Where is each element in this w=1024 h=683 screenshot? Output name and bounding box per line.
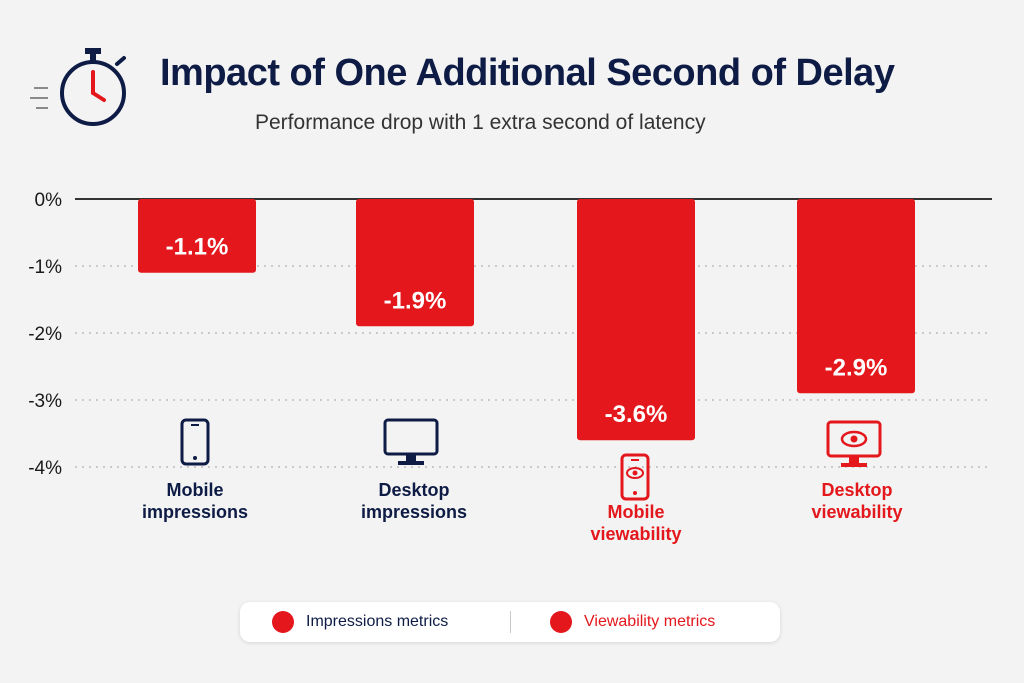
legend-impressions-swatch bbox=[272, 611, 294, 633]
bar bbox=[356, 199, 474, 327]
bar-data-label: -3.6% bbox=[605, 401, 668, 428]
legend-divider bbox=[510, 611, 511, 633]
y-tick-label: -3% bbox=[28, 391, 62, 412]
legend-item-impressions: Impressions metrics bbox=[272, 602, 448, 642]
bar bbox=[797, 199, 915, 394]
y-tick-label: -4% bbox=[28, 458, 62, 479]
bar bbox=[577, 199, 695, 441]
chart-title: Impact of One Additional Second of Delay bbox=[160, 52, 895, 94]
legend: Impressions metrics Viewability metrics bbox=[240, 602, 780, 642]
category-label: Desktop bbox=[378, 480, 449, 500]
bar-data-label: -1.1% bbox=[166, 234, 229, 261]
desktop-monitor-icon bbox=[383, 418, 439, 465]
chart-subtitle: Performance drop with 1 extra second of … bbox=[255, 111, 706, 134]
bar-data-label: -2.9% bbox=[825, 354, 888, 381]
bar bbox=[138, 199, 256, 273]
bar-data-label: -1.9% bbox=[384, 287, 447, 314]
stopwatch-icon bbox=[30, 48, 126, 126]
category-label: impressions bbox=[361, 502, 467, 522]
category-label: viewability bbox=[590, 524, 681, 544]
category-label: Mobile bbox=[167, 480, 224, 500]
plot-area: 0% -1% -2% -3% -4% -1.1% -1.9% -3.6% -2.9% Mobile… bbox=[28, 190, 992, 544]
category-label: Desktop bbox=[821, 480, 892, 500]
y-tick-label: -2% bbox=[28, 324, 62, 345]
category-label: viewability bbox=[811, 502, 902, 522]
legend-item-viewability: Viewability metrics bbox=[550, 602, 715, 642]
category-label: impressions bbox=[142, 502, 248, 522]
y-tick-label: 0% bbox=[35, 190, 63, 211]
legend-impressions-label: Impressions metrics bbox=[306, 613, 449, 630]
y-tick-label: -1% bbox=[28, 257, 62, 278]
legend-viewability-swatch bbox=[550, 611, 572, 633]
category-label: Mobile bbox=[608, 502, 665, 522]
desktop-eye-icon bbox=[826, 420, 882, 467]
mobile-eye-icon bbox=[620, 453, 650, 501]
mobile-phone-icon bbox=[180, 418, 210, 466]
legend-viewability-label: Viewability metrics bbox=[584, 613, 716, 630]
